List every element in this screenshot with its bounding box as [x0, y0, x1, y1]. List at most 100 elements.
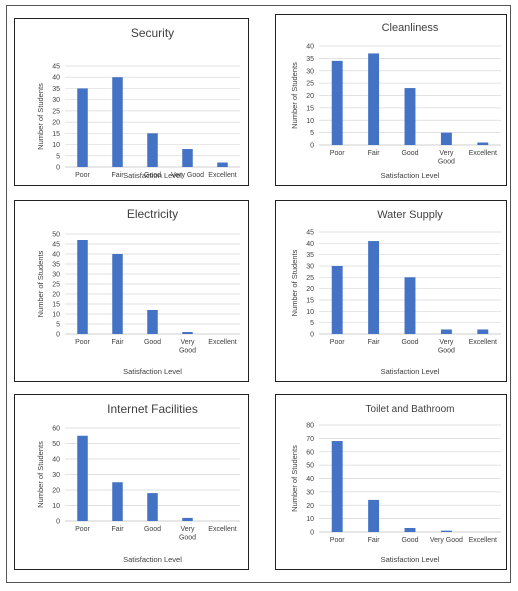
y-tick-label: 0 — [310, 332, 314, 339]
x-tick-label: Excellent — [208, 172, 236, 179]
y-tick-label: 30 — [306, 489, 314, 496]
x-tick-label: Poor — [330, 537, 345, 544]
y-tick-label: 20 — [52, 120, 60, 127]
x-axis-title: Satisfaction Level — [123, 555, 182, 564]
x-axis-title: Satisfaction Level — [123, 171, 182, 180]
chart-panel-electricity: Electricity 0 5 10 15 20 25 30 35 40 45 50 Poor Fair G… — [14, 200, 249, 382]
y-axis-title: Number of Students — [290, 62, 299, 129]
x-tick-label: Good — [401, 339, 418, 346]
y-tick-label: 20 — [52, 488, 60, 495]
chart-svg: Toilet and Bathroom 0 10 20 30 40 50 60 70 80 Poor… — [290, 404, 501, 564]
bar-fair — [112, 482, 123, 521]
bar-good — [147, 493, 158, 521]
y-tick-label: 0 — [56, 165, 60, 172]
bar-very-good — [182, 332, 193, 334]
x-axis-title: Satisfaction Level — [381, 555, 440, 564]
y-tick-label: 70 — [306, 436, 314, 443]
y-tick-label: 45 — [52, 64, 60, 71]
chart-panel-internet-facilities: Internet Facilities 0 10 20 30 40 50 60 Poor Fair… — [14, 394, 249, 570]
y-tick-label: 5 — [310, 320, 314, 327]
y-tick-label: 10 — [306, 516, 314, 523]
y-tick-label: 30 — [52, 472, 60, 479]
x-tick-label: Very Good — [179, 339, 196, 355]
y-tick-label: 0 — [310, 143, 314, 150]
y-tick-label: 50 — [52, 232, 60, 239]
y-tick-label: 30 — [52, 272, 60, 279]
x-axis-title: Satisfaction Level — [381, 171, 440, 180]
bar-poor — [331, 266, 343, 334]
y-tick-label: 20 — [52, 292, 60, 299]
x-tick-label: Fair — [368, 339, 381, 346]
x-tick-label: Excellent — [469, 339, 497, 346]
bar-fair — [368, 499, 380, 532]
y-axis-title: Number of Students — [290, 249, 299, 316]
y-tick-label: 20 — [306, 93, 314, 100]
y-tick-label: 15 — [306, 298, 314, 305]
bar-good — [404, 277, 416, 334]
bar-excellent — [217, 162, 228, 167]
y-axis-title: Number of Students — [36, 441, 45, 508]
x-tick-label: Fair — [368, 150, 381, 157]
x-tick-label: Excellent — [469, 537, 497, 544]
x-tick-label: Good — [401, 537, 418, 544]
x-tick-label: Fair — [111, 339, 124, 346]
y-tick-label: 80 — [306, 423, 314, 430]
y-tick-label: 25 — [306, 275, 314, 282]
x-tick-label: Poor — [330, 339, 345, 346]
bar-poor — [77, 435, 88, 521]
y-tick-label: 0 — [56, 332, 60, 339]
x-tick-label: Very Good — [438, 150, 455, 166]
x-tick-label: Poor — [330, 150, 345, 157]
bar-very-good — [440, 132, 452, 145]
y-axis-title: Number of Students — [36, 83, 45, 150]
chart-title: Water Supply — [377, 209, 443, 221]
bar-good — [147, 133, 158, 167]
y-tick-label: 0 — [310, 530, 314, 537]
y-tick-label: 5 — [310, 130, 314, 137]
x-tick-label: Very Good — [179, 526, 196, 542]
bar-very-good — [182, 517, 193, 521]
x-tick-label: Very Good — [438, 339, 455, 355]
y-tick-label: 35 — [306, 56, 314, 63]
chart-title: Security — [131, 26, 174, 40]
y-tick-label: 10 — [52, 503, 60, 510]
y-tick-label: 40 — [52, 75, 60, 82]
y-tick-label: 0 — [56, 519, 60, 526]
chart-svg: Electricity 0 5 10 15 20 25 30 35 40 45 50 Poor Fair G… — [36, 207, 240, 376]
chart-title: Toilet and Bathroom — [366, 404, 455, 415]
y-tick-label: 35 — [306, 252, 314, 259]
x-tick-label: Excellent — [469, 150, 497, 157]
chart-svg: Internet Facilities 0 10 20 30 40 50 60 Poor Fair… — [36, 402, 240, 564]
y-tick-label: 10 — [52, 312, 60, 319]
y-tick-label: 25 — [52, 108, 60, 115]
chart-panel-cleanliness: Cleanliness 0 5 10 15 20 25 30 35 40 Poor Fair Good V… — [275, 14, 507, 186]
x-tick-label: Fair — [368, 537, 381, 544]
y-tick-label: 40 — [52, 252, 60, 259]
bar-very-good — [440, 329, 452, 334]
x-tick-label: Good — [144, 526, 161, 533]
bar-poor — [331, 60, 343, 145]
x-tick-label: Fair — [111, 526, 124, 533]
y-tick-label: 40 — [306, 476, 314, 483]
chart-title: Internet Facilities — [107, 402, 198, 416]
y-tick-label: 10 — [306, 118, 314, 125]
bar-fair — [112, 254, 123, 334]
y-tick-label: 50 — [52, 441, 60, 448]
y-axis-title: Number of Students — [36, 250, 45, 317]
bar-very-good — [182, 149, 193, 167]
x-tick-label: Poor — [75, 339, 90, 346]
x-tick-label: Good — [144, 339, 161, 346]
chart-svg: Water Supply 0 5 10 15 20 25 30 35 40 45 Poor Fair Go… — [290, 209, 501, 376]
x-tick-label: Poor — [75, 172, 90, 179]
y-tick-label: 40 — [52, 457, 60, 464]
y-tick-label: 45 — [52, 242, 60, 249]
y-tick-label: 5 — [56, 153, 60, 160]
bar-good — [147, 310, 158, 334]
bar-good — [404, 527, 416, 532]
y-tick-label: 40 — [306, 44, 314, 51]
bar-good — [404, 88, 416, 145]
x-tick-label: Excellent — [208, 339, 236, 346]
y-tick-label: 30 — [306, 68, 314, 75]
x-tick-label: Fair — [111, 172, 124, 179]
bar-fair — [368, 241, 380, 334]
